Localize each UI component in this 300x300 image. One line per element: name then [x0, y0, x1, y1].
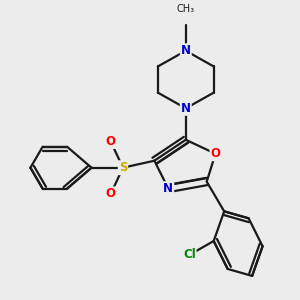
- Text: CH₃: CH₃: [177, 4, 195, 14]
- Text: S: S: [119, 161, 127, 174]
- Text: N: N: [163, 182, 173, 195]
- Text: Cl: Cl: [183, 248, 196, 262]
- Text: N: N: [181, 102, 191, 115]
- Text: O: O: [106, 135, 116, 148]
- Text: N: N: [181, 44, 191, 57]
- Text: O: O: [106, 188, 116, 200]
- Text: O: O: [211, 147, 220, 160]
